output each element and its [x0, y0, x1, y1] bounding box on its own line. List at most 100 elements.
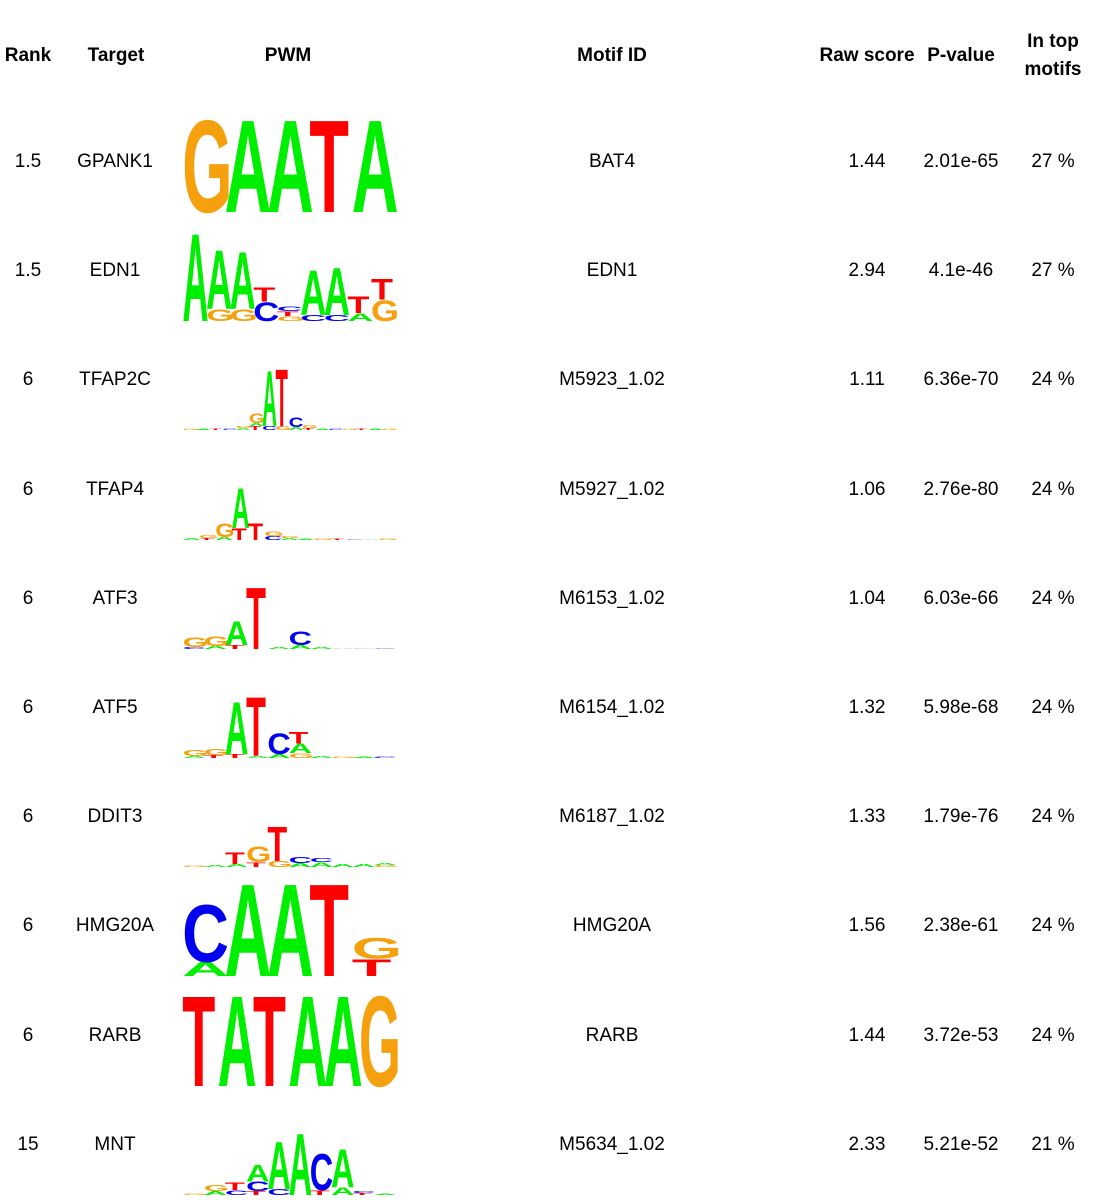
p-value-cell: 3.72e-53 [923, 1024, 999, 1046]
logo-letter-g: G [206, 307, 234, 325]
logo-letter-t: T [246, 679, 266, 774]
raw-score-cell: 2.33 [848, 1133, 886, 1155]
logo-letter-g: G [204, 748, 229, 757]
logo-letter-a: A [289, 1116, 312, 1200]
logo-letter-a: A [331, 648, 354, 649]
logo-letter-c: C [300, 314, 326, 323]
logo-letter-a: A [310, 646, 333, 649]
in-top-cell: 24 % [1031, 697, 1075, 718]
target-cell: DDIT3 [87, 806, 143, 828]
logo-letter-c: C [310, 1144, 333, 1200]
logo-letter-t: T [182, 968, 215, 1113]
logo-letter-c: C [262, 426, 277, 432]
logo-letter-c: C [289, 415, 304, 431]
logo-letter-a: A [196, 429, 211, 431]
logo-letter-t: T [289, 729, 309, 747]
target-cell: ATF5 [92, 697, 138, 718]
logo-letter-g: G [183, 429, 199, 431]
p-value-cell: 2.76e-80 [923, 478, 999, 500]
rank-cell: 1.5 [14, 260, 42, 282]
p-value-cell: 2.38e-61 [923, 915, 999, 937]
motif-id-cell: M5923_1.02 [559, 369, 665, 391]
logo-letter-a: A [310, 861, 334, 869]
logo-letter-a: A [324, 254, 350, 330]
in-top-cell: 24 % [1031, 915, 1075, 937]
logo-letter-a: A [206, 233, 232, 328]
logo-letter-g: G [371, 295, 399, 328]
logo-letter-g: G [352, 931, 402, 965]
logo-letter-a: A [288, 968, 327, 1113]
p-value-cell: 1.79e-76 [923, 806, 999, 828]
logo-letter-c: C [373, 757, 396, 759]
p-value-cell: 5.98e-68 [923, 697, 999, 718]
logo-letter-a: A [225, 94, 272, 241]
logo-letter-a: A [267, 646, 290, 649]
logo-letter-a: A [331, 1138, 354, 1199]
logo-letter-a: A [267, 753, 291, 759]
target-cell: ATF3 [92, 587, 138, 609]
logo-letter-a: A [352, 863, 376, 868]
logo-letter-a: A [218, 968, 257, 1113]
raw-score-cell: 2.94 [848, 260, 886, 282]
logo-letter-t: T [371, 273, 393, 306]
logo-letter-a: A [352, 94, 399, 241]
logo-letter-a: A [331, 863, 355, 868]
logo-letter-g: G [373, 865, 398, 868]
logo-letter-c: C [289, 856, 312, 865]
target-cell: TFAP4 [85, 478, 145, 500]
logo-letter-g: G [352, 648, 377, 649]
rank-cell: 6 [22, 806, 34, 828]
logo-letter-g: G [313, 538, 332, 540]
logo-letter-t: T [310, 1189, 331, 1197]
logo-letter-a: A [373, 1194, 396, 1196]
logo-letter-t: T [302, 428, 315, 431]
logo-letter-a: A [331, 1185, 354, 1197]
logo-letter-a: A [215, 536, 233, 541]
logo-letter-a: A [182, 958, 229, 981]
target-cell: HMG20A [75, 915, 155, 937]
p-value-cell: 4.1e-46 [928, 260, 994, 282]
logo-letter-a: A [183, 208, 209, 348]
logo-letter-a: A [281, 537, 299, 540]
logo-letter-g: G [302, 425, 318, 429]
logo-letter-t: T [347, 291, 369, 319]
logo-letter-a: A [310, 756, 333, 759]
logo-letter-t: T [246, 861, 267, 869]
logo-letter-g: G [331, 757, 356, 759]
logo-letter-c: C [225, 1189, 249, 1197]
motif-id-cell: RARB [585, 1024, 639, 1046]
p-value-cell: 6.36e-70 [923, 369, 999, 391]
logo-letter-a: A [246, 756, 269, 759]
header-in-top-motifs: In top motifs [1024, 31, 1082, 80]
logo-letter-a: A [373, 863, 396, 866]
raw-score-cell: 1.06 [848, 478, 886, 500]
logo-letter-t: T [204, 754, 224, 759]
logo-letter-a: A [362, 539, 380, 540]
logo-letter-a: A [225, 858, 272, 1005]
logo-letter-a: A [315, 429, 330, 431]
logo-letter-t: T [309, 94, 349, 241]
logo-letter-a: A [183, 537, 201, 540]
p-value-cell: 6.03e-66 [923, 587, 999, 609]
header-pwm: PWM [264, 45, 312, 66]
logo-letter-g: G [289, 752, 314, 760]
rank-cell: 6 [22, 1024, 34, 1046]
in-top-cell: 24 % [1031, 1024, 1075, 1046]
in-top-cell: 24 % [1031, 478, 1075, 500]
motif-id-cell: BAT4 [588, 151, 636, 172]
logo-letter-g: G [236, 426, 252, 429]
logo-letter-g: G [342, 429, 358, 431]
logo-letter-a: A [289, 862, 313, 868]
logo-letter-c: C [310, 857, 334, 863]
logo-letter-t: T [253, 283, 275, 306]
logo-letter-t: T [277, 311, 299, 318]
logo-letter-c: C [182, 887, 229, 979]
logo-letter-a: A [232, 477, 250, 541]
logo-letter-c: C [253, 296, 279, 327]
logo-letter-t: T [225, 850, 245, 868]
logo-letter-a: A [204, 865, 227, 868]
logo-letter-t: T [248, 519, 263, 546]
